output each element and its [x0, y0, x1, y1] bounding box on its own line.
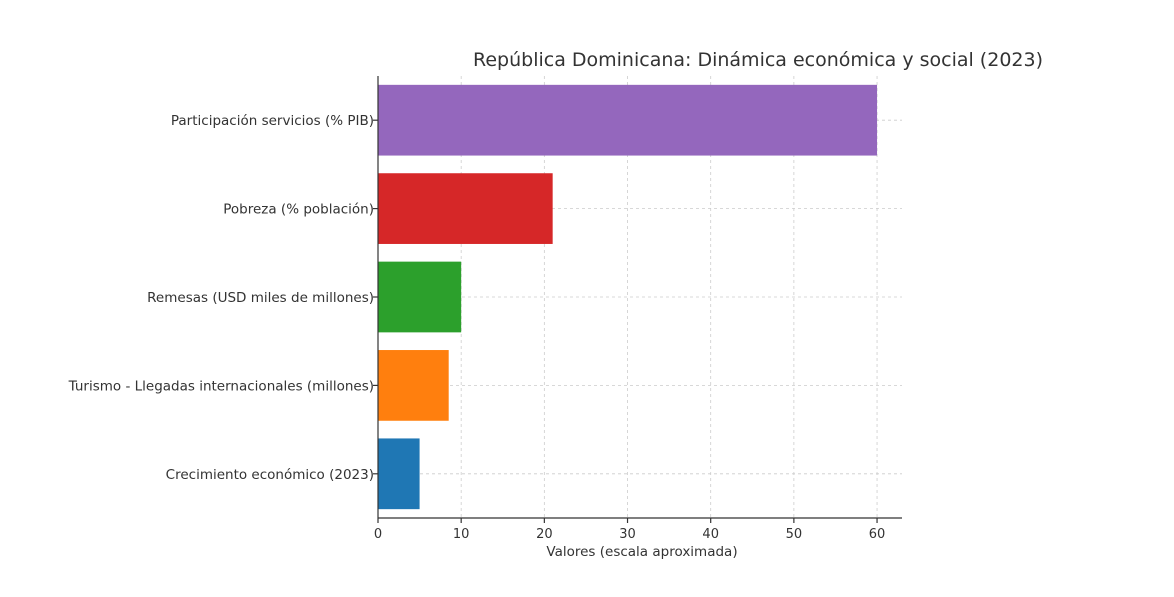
chart-title: República Dominicana: Dinámica económica… [473, 49, 1043, 71]
x-tick-label-4: 40 [702, 527, 719, 542]
bar-2 [378, 261, 462, 333]
x-axis-ticks: 0 10 20 30 40 50 60 [374, 518, 885, 542]
x-tick-label-5: 50 [786, 527, 803, 542]
y-category-label-1: Turismo - Llegadas internacionales (mill… [68, 378, 374, 394]
x-tick-label-0: 0 [374, 527, 382, 542]
y-category-label-2: Remesas (USD miles de millones) [147, 290, 374, 306]
bar-0 [378, 438, 420, 510]
x-tick-label-3: 30 [619, 527, 636, 542]
bar-4 [378, 84, 878, 156]
bar-3 [378, 173, 553, 244]
x-tick-label-1: 10 [453, 527, 470, 542]
y-category-label-0: Crecimiento económico (2023) [166, 467, 374, 483]
x-axis-label: Valores (escala aproximada) [546, 544, 737, 560]
y-category-label-4: Participación servicios (% PIB) [171, 113, 374, 129]
x-tick-label-2: 20 [536, 527, 553, 542]
y-axis-categories: Crecimiento económico (2023) Turismo - Ll… [68, 113, 378, 483]
bar-1 [378, 350, 449, 421]
x-tick-label-6: 60 [869, 527, 886, 542]
y-category-label-3: Pobreza (% población) [223, 202, 374, 218]
bars [378, 84, 878, 510]
